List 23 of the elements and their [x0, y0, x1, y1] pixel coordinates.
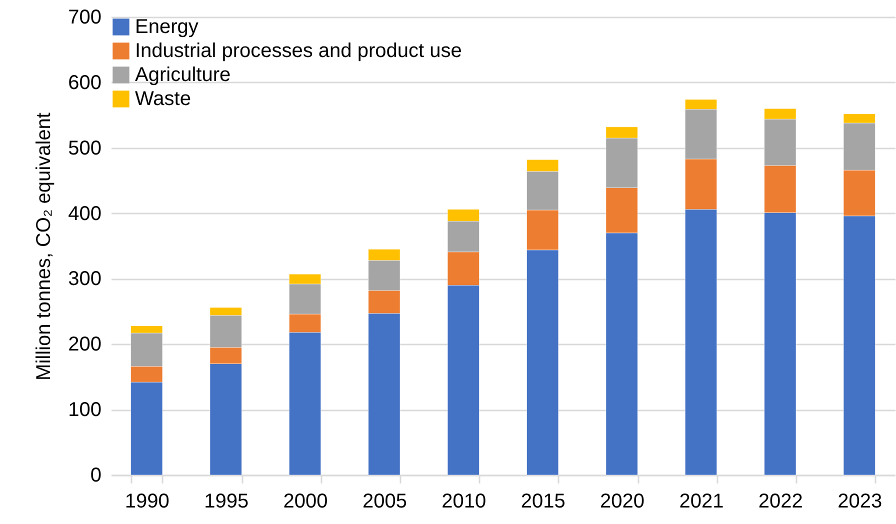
y-tick-label: 500 — [68, 137, 102, 160]
y-tick-label: 700 — [68, 6, 102, 28]
x-tick-label: 2020 — [600, 490, 645, 512]
legend-label: Energy — [135, 16, 198, 38]
legend-label: Industrial processes and product use — [135, 40, 462, 62]
y-axis-title: Million tonnes, CO₂ equivalent — [33, 112, 56, 380]
x-tick-label: 2010 — [442, 490, 486, 512]
y-tick-label: 100 — [68, 399, 102, 422]
x-tick-label: 2005 — [362, 490, 407, 512]
legend-label: Waste — [135, 88, 191, 110]
y-tick-label: 0 — [90, 464, 102, 486]
y-tick-label: 600 — [68, 72, 102, 94]
y-tick-label: 400 — [68, 202, 102, 225]
y-tick-label: 300 — [68, 268, 102, 290]
x-tick-label: 2000 — [283, 490, 328, 512]
x-tick-label: 1990 — [124, 490, 170, 512]
x-tick-label: 2015 — [520, 490, 566, 512]
legend-label: Agriculture — [135, 64, 231, 86]
x-tick-label: 2022 — [758, 490, 803, 512]
x-tick-label: 2021 — [679, 490, 724, 512]
x-tick-label: 2023 — [838, 490, 882, 512]
y-tick-label: 200 — [68, 334, 102, 356]
x-tick-label: 1995 — [204, 490, 249, 512]
